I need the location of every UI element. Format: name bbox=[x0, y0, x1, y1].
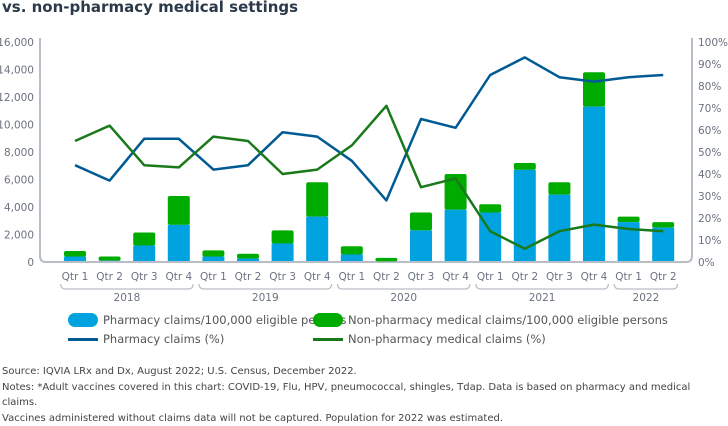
legend-pharmacy-line: Pharmacy claims (%) bbox=[68, 332, 224, 346]
x-tick-label: Qtr 1 bbox=[338, 271, 365, 283]
x-tick-label: Qtr 4 bbox=[165, 271, 192, 283]
x-tick-label: Qtr 4 bbox=[442, 271, 469, 283]
bar-pharmacy bbox=[272, 243, 294, 261]
bar-pharmacy bbox=[306, 217, 328, 261]
notes-line: Notes: *Adult vaccines covered in this c… bbox=[2, 380, 728, 411]
bar-pharmacy bbox=[341, 254, 363, 261]
bar-pharmacy bbox=[237, 259, 259, 261]
y-left-tick-label: 10,000 bbox=[0, 120, 34, 132]
y-left-tick-label: 0 bbox=[27, 257, 34, 269]
bar-nonpharmacy bbox=[652, 222, 674, 228]
x-tick-label: Qtr 1 bbox=[477, 271, 504, 283]
bar-nonpharmacy bbox=[64, 251, 86, 257]
y-right-tick-label: 90% bbox=[698, 59, 721, 71]
year-bracket bbox=[199, 284, 331, 289]
year-bracket bbox=[338, 284, 470, 289]
bar-pharmacy bbox=[168, 225, 190, 261]
legend-nonpharmacy-line: Non-pharmacy medical claims (%) bbox=[313, 332, 546, 346]
y-left-tick-label: 4,000 bbox=[4, 202, 34, 214]
bar-nonpharmacy bbox=[99, 257, 121, 261]
year-bracket bbox=[614, 284, 677, 289]
bar-pharmacy bbox=[652, 228, 674, 261]
y-right-tick-label: 30% bbox=[698, 191, 721, 203]
legend-nonpharmacy-bar: Non-pharmacy medical claims/100,000 elig… bbox=[313, 313, 668, 327]
y-left-tick-label: 16,000 bbox=[0, 37, 34, 49]
legend-label: Pharmacy claims (%) bbox=[103, 332, 224, 346]
y-left-tick-label: 12,000 bbox=[0, 92, 34, 104]
bar-nonpharmacy bbox=[410, 213, 432, 231]
x-tick-label: Qtr 1 bbox=[62, 271, 89, 283]
y-left-tick-label: 8,000 bbox=[4, 147, 34, 159]
bar-pharmacy bbox=[133, 246, 155, 262]
bar-pharmacy bbox=[202, 257, 224, 262]
y-right-tick-label: 60% bbox=[698, 125, 721, 137]
x-tick-label: Qtr 1 bbox=[615, 271, 642, 283]
bar-nonpharmacy bbox=[341, 246, 363, 254]
x-tick-label: Qtr 1 bbox=[200, 271, 227, 283]
notes: Source: IQVIA LRx and Dx, August 2022; U… bbox=[2, 364, 728, 426]
bar-nonpharmacy bbox=[237, 254, 259, 259]
year-label: 2022 bbox=[633, 292, 660, 304]
x-tick-label: Qtr 2 bbox=[373, 271, 400, 283]
year-label: 2019 bbox=[252, 292, 279, 304]
legend-pharmacy-bar: Pharmacy claims/100,000 eligible persons bbox=[68, 313, 346, 327]
y-left-tick-label: 14,000 bbox=[0, 65, 34, 77]
x-tick-label: Qtr 2 bbox=[235, 271, 262, 283]
bar-pharmacy bbox=[548, 195, 570, 261]
legend-swatch bbox=[313, 313, 343, 327]
combo-chart: 0 2,000 4,000 6,000 8,000 10,000 12,000 14,000 1… bbox=[0, 0, 728, 409]
y-left-tick-label: 2,000 bbox=[4, 230, 34, 242]
bar-nonpharmacy bbox=[479, 204, 501, 212]
bar-nonpharmacy bbox=[583, 72, 605, 106]
bar-pharmacy bbox=[410, 230, 432, 261]
x-tick-label: Qtr 2 bbox=[511, 271, 538, 283]
x-tick-label: Qtr 3 bbox=[546, 271, 573, 283]
bar-nonpharmacy bbox=[514, 163, 536, 170]
source-note: Source: IQVIA LRx and Dx, August 2022; U… bbox=[2, 364, 728, 380]
x-tick-label: Qtr 2 bbox=[650, 271, 677, 283]
x-tick-label: Qtr 3 bbox=[408, 271, 435, 283]
y-right-tick-label: 80% bbox=[698, 81, 721, 93]
y-right-tick-label: 50% bbox=[698, 147, 721, 159]
x-tick-label: Qtr 4 bbox=[304, 271, 331, 283]
y-right-tick-label: 0% bbox=[698, 257, 715, 269]
bar-nonpharmacy bbox=[272, 230, 294, 243]
y-right-tick-label: 70% bbox=[698, 103, 721, 115]
y-left-tick-label: 6,000 bbox=[4, 175, 34, 187]
y-right-tick-label: 10% bbox=[698, 235, 721, 247]
year-label: 2020 bbox=[390, 292, 417, 304]
legend-label: Non-pharmacy medical claims (%) bbox=[348, 332, 546, 346]
line-pharmacy-pct bbox=[75, 57, 663, 200]
legend-label: Non-pharmacy medical claims/100,000 elig… bbox=[348, 313, 668, 327]
bar-pharmacy bbox=[583, 107, 605, 261]
legend-swatch bbox=[68, 313, 98, 327]
year-bracket bbox=[61, 284, 193, 289]
year-bracket bbox=[476, 284, 608, 289]
bar-pharmacy bbox=[64, 257, 86, 262]
bar-nonpharmacy bbox=[133, 232, 155, 245]
bar-pharmacy bbox=[445, 210, 467, 261]
bar-nonpharmacy bbox=[548, 182, 570, 194]
bar-nonpharmacy bbox=[168, 196, 190, 225]
legend-label: Pharmacy claims/100,000 eligible persons bbox=[103, 313, 346, 327]
line-nonpharmacy-pct bbox=[75, 106, 663, 249]
x-tick-label: Qtr 2 bbox=[96, 271, 123, 283]
y-right-tick-label: 40% bbox=[698, 169, 721, 181]
legend-line bbox=[313, 338, 343, 341]
x-tick-label: Qtr 3 bbox=[131, 271, 158, 283]
bar-nonpharmacy bbox=[202, 250, 224, 256]
bar-nonpharmacy bbox=[618, 217, 640, 223]
bar-pharmacy bbox=[514, 170, 536, 261]
x-tick-label: Qtr 4 bbox=[581, 271, 608, 283]
bar-nonpharmacy bbox=[375, 258, 397, 261]
bar-nonpharmacy bbox=[306, 182, 328, 216]
notes-line: Vaccines administered without claims dat… bbox=[2, 411, 728, 426]
x-tick-label: Qtr 3 bbox=[269, 271, 296, 283]
y-right-tick-label: 20% bbox=[698, 213, 721, 225]
year-label: 2021 bbox=[529, 292, 556, 304]
legend-line bbox=[68, 338, 98, 341]
y-right-tick-label: 100% bbox=[698, 37, 728, 49]
year-label: 2018 bbox=[114, 292, 141, 304]
